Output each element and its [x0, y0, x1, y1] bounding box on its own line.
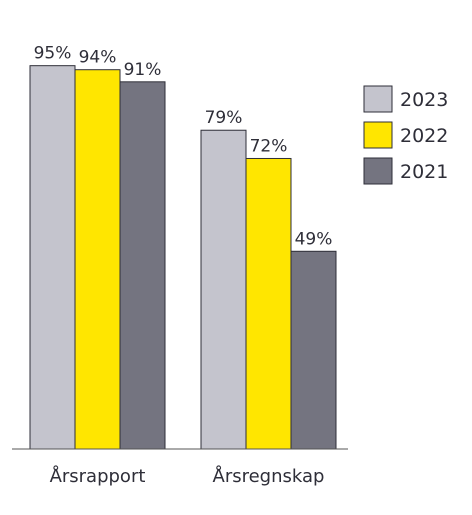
legend-label-2021: 2021 — [400, 161, 448, 183]
x-tick-label-årsregnskap: Årsregnskap — [213, 465, 325, 487]
legend: 2023 2022 2021 — [363, 85, 448, 185]
data-label-årsregnskap-2023: 79% — [205, 108, 243, 128]
x-tick-labels: Årsrapport Årsregnskap — [50, 465, 325, 487]
legend-swatch-2023 — [363, 85, 393, 113]
legend-swatch-2022 — [363, 121, 393, 149]
bar-årsregnskap-2021 — [290, 250, 337, 450]
bar-årsrapport-2022 — [74, 69, 121, 450]
bars-layer — [29, 65, 337, 450]
x-tick-label-årsrapport: Årsrapport — [50, 465, 146, 487]
legend-swatch-2021 — [363, 157, 393, 185]
legend-label-2023: 2023 — [400, 89, 448, 111]
bar-årsrapport-2023 — [29, 65, 76, 450]
data-label-årsrapport-2022: 94% — [79, 48, 117, 68]
bar-årsrapport-2021 — [119, 81, 166, 450]
data-label-årsregnskap-2021: 49% — [295, 229, 333, 249]
bar-årsregnskap-2022 — [245, 157, 292, 450]
bar-årsregnskap-2023 — [200, 129, 247, 450]
data-label-årsrapport-2021: 91% — [124, 60, 162, 80]
legend-label-2022: 2022 — [400, 125, 448, 147]
data-label-årsregnskap-2022: 72% — [250, 136, 288, 156]
data-label-årsrapport-2023: 95% — [34, 44, 72, 64]
data-labels-layer: 95% 94% 91% 79% 72% 49% — [34, 44, 333, 250]
